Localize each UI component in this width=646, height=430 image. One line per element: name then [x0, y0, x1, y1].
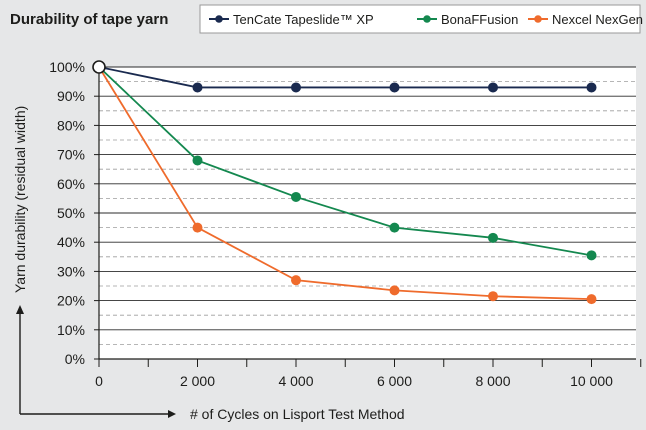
legend-label: BonaFFusion	[441, 12, 518, 27]
y-tick-label: 20%	[57, 293, 85, 309]
chart-title: Durability of tape yarn	[10, 11, 168, 28]
x-tick-label: 10 000	[570, 373, 613, 389]
data-point	[586, 294, 597, 305]
data-point	[192, 222, 203, 233]
y-tick-label: 30%	[57, 263, 85, 279]
legend-label: Nexcel NexGen	[552, 12, 643, 27]
axis-arrows	[16, 305, 176, 418]
x-axis-title: # of Cycles on Lisport Test Method	[190, 406, 405, 422]
series-line	[98, 66, 592, 301]
data-point	[389, 82, 400, 93]
x-tick-label: 6 000	[377, 373, 412, 389]
data-point	[488, 232, 498, 243]
legend-marker	[534, 15, 542, 23]
series-line	[98, 66, 592, 89]
y-tick-label: 90%	[57, 88, 85, 104]
data-point	[586, 82, 597, 93]
data-point	[291, 275, 301, 286]
y-tick-label: 80%	[57, 117, 85, 133]
x-arrowhead-icon	[168, 410, 176, 418]
x-tick-label: 0	[95, 373, 103, 389]
data-point	[389, 285, 400, 296]
x-tick-label: 4 000	[278, 373, 313, 389]
data-point	[291, 191, 301, 202]
grid	[99, 66, 636, 360]
series-line	[98, 66, 592, 257]
y-tick-label: 40%	[57, 234, 85, 250]
y-axis-title: Yarn durability (residual width)	[12, 106, 28, 293]
data-point	[192, 82, 203, 93]
y-tick-label: 100%	[49, 59, 85, 75]
legend-label: TenCate Tapeslide™ XP	[233, 12, 374, 27]
y-tick-label: 50%	[57, 205, 85, 221]
x-tick-label: 8 000	[475, 373, 510, 389]
legend: TenCate Tapeslide™ XP BonaFFusion Nexcel N…	[209, 12, 643, 27]
y-tick-label: 0%	[65, 351, 85, 367]
data-point	[488, 291, 498, 302]
x-tick-label: 2 000	[180, 373, 215, 389]
start-point	[92, 60, 106, 74]
tick-labels: 0% 10% 20% 30% 40% 50% 60% 70% 80% 90% 100% 0 2 000 4…	[49, 59, 613, 389]
data-point	[291, 82, 301, 93]
data-point	[586, 250, 597, 261]
y-tick-label: 70%	[57, 147, 85, 163]
series-layer	[92, 60, 597, 305]
data-point	[389, 222, 400, 233]
data-point	[192, 155, 203, 166]
y-arrowhead-icon	[16, 305, 24, 314]
data-point	[488, 82, 498, 93]
y-tick-label: 10%	[57, 322, 85, 338]
legend-marker	[423, 15, 431, 23]
y-tick-label: 60%	[57, 176, 85, 192]
legend-marker	[215, 15, 223, 23]
